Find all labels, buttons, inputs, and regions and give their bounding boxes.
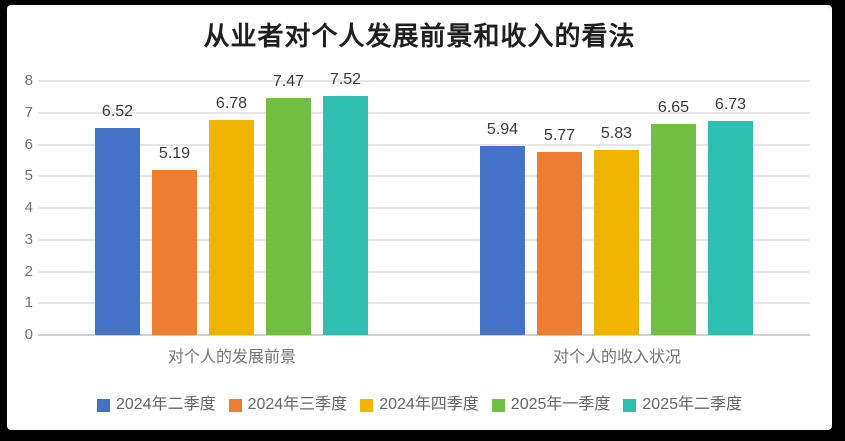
y-axis-tick-label: 0 bbox=[24, 326, 33, 343]
bar-series3-category2 bbox=[594, 149, 639, 335]
y-axis-tick-label: 7 bbox=[24, 103, 33, 121]
legend-label: 2024年二季度 bbox=[115, 396, 216, 413]
y-axis-tick-label: 5 bbox=[24, 167, 33, 185]
data-label: 6.73 bbox=[714, 96, 747, 114]
legend-swatch-icon bbox=[623, 398, 637, 412]
data-label: 5.94 bbox=[486, 121, 519, 139]
data-label: 5.77 bbox=[543, 126, 576, 144]
gridline bbox=[38, 111, 810, 114]
bar-series4-category2 bbox=[651, 123, 696, 335]
legend-item: 2024年二季度 bbox=[96, 394, 216, 416]
legend-swatch-icon bbox=[228, 398, 242, 412]
x-axis-line bbox=[38, 334, 810, 336]
y-axis-tick-label: 8 bbox=[24, 72, 33, 89]
legend-swatch-icon bbox=[360, 398, 374, 412]
legend-item: 2025年一季度 bbox=[491, 394, 611, 416]
data-label: 5.19 bbox=[158, 145, 191, 163]
chart-panel: 从业者对个人发展前景和收入的看法 0 1 2 3 4 5 6 7 8 6.52 5.19 6.78 7.… bbox=[7, 5, 832, 430]
gridline bbox=[38, 238, 810, 241]
legend-swatch-icon bbox=[96, 398, 110, 412]
chart-title: 从业者对个人发展前景和收入的看法 bbox=[203, 21, 636, 51]
data-label: 7.47 bbox=[272, 72, 305, 90]
legend-swatch-icon bbox=[491, 398, 505, 412]
bar-series2-category1 bbox=[152, 170, 197, 335]
legend-label: 2025年一季度 bbox=[510, 396, 611, 413]
gridline bbox=[38, 270, 810, 273]
legend-label: 2024年四季度 bbox=[379, 396, 479, 413]
bar-series1-category2 bbox=[480, 146, 525, 335]
gridline bbox=[38, 302, 810, 305]
y-axis-tick-label: 4 bbox=[24, 199, 33, 216]
legend-item: 2024年三季度 bbox=[228, 394, 348, 416]
y-axis-tick-label: 6 bbox=[24, 135, 33, 153]
gridline bbox=[38, 143, 810, 146]
y-axis-tick-label: 3 bbox=[24, 230, 33, 248]
bar-series5-category2 bbox=[708, 121, 753, 335]
gridline bbox=[38, 175, 810, 178]
data-label: 6.78 bbox=[215, 94, 248, 112]
plot-area: 0 1 2 3 4 5 6 7 8 6.52 5.19 6.78 7.47 7.52 5.94 5.77 5.8… bbox=[7, 5, 832, 430]
bar-series4-category1 bbox=[266, 97, 311, 335]
legend: 2024年二季度 2024年三季度 2024年四季度 2025年一季度 2025年二季度 bbox=[7, 394, 832, 416]
legend-item: 2025年二季度 bbox=[623, 394, 742, 416]
bar-series1-category1 bbox=[95, 127, 140, 335]
data-label: 6.65 bbox=[657, 98, 690, 116]
y-axis-tick-label: 2 bbox=[24, 262, 33, 280]
legend-label: 2024年三季度 bbox=[247, 396, 348, 413]
data-label: 7.52 bbox=[329, 71, 362, 89]
gridline bbox=[38, 207, 810, 209]
data-label: 6.52 bbox=[101, 102, 134, 120]
category-label-income-status: 对个人的收入状况 bbox=[552, 349, 681, 366]
gridline bbox=[38, 80, 810, 82]
legend-label: 2025年二季度 bbox=[642, 396, 743, 413]
bar-series5-category1 bbox=[323, 96, 368, 335]
bar-series3-category1 bbox=[209, 119, 254, 335]
y-axis-tick-label: 1 bbox=[24, 294, 33, 312]
legend-item: 2024年四季度 bbox=[360, 394, 479, 416]
data-label: 5.83 bbox=[600, 124, 633, 142]
bar-series2-category2 bbox=[537, 151, 582, 335]
category-label-development-prospects: 对个人的发展前景 bbox=[167, 349, 296, 366]
